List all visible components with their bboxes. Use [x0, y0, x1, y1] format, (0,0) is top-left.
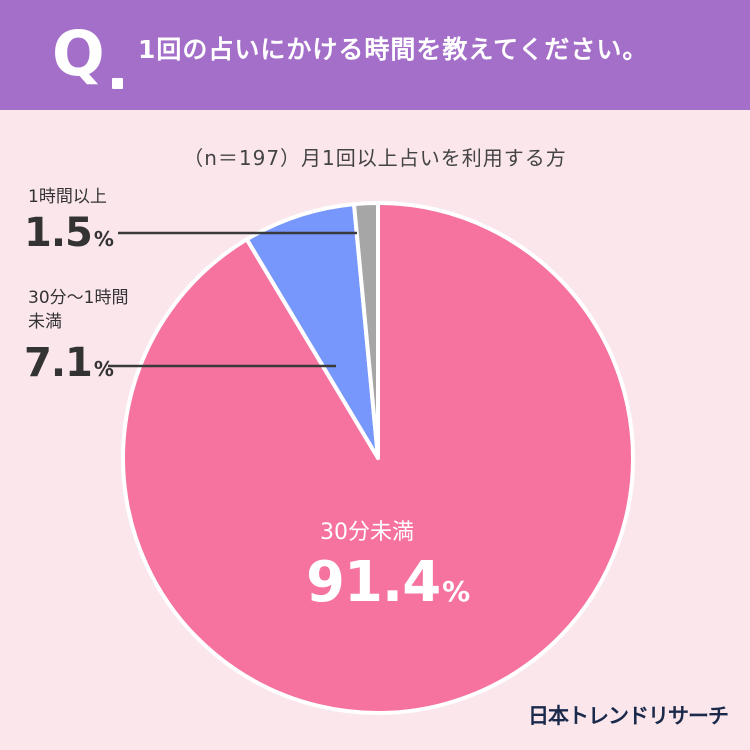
question-header: Q 1回の占いにかける時間を教えてください。: [0, 0, 750, 110]
sample-subtitle: （n＝197）月1回以上占いを利用する方: [183, 146, 567, 170]
question-title: 1回の占いにかける時間を教えてください。: [138, 35, 649, 64]
slice-value-over-1h-number: 1.5: [24, 210, 93, 256]
q-letter: Q: [52, 17, 105, 90]
slice-value-under-30m-unit: %: [442, 575, 470, 608]
slice-label-over-1h: 1時間以上: [28, 187, 107, 207]
slice-label-30m-1h-line1: 30分〜1時間: [28, 288, 129, 308]
q-dot: [112, 78, 123, 89]
slice-value-over-1h-unit: %: [93, 227, 114, 251]
slice-label-30m-1h-line2: 未満: [28, 312, 62, 332]
slice-30m-1h: [244, 202, 380, 460]
slice-over-1h: [352, 201, 380, 460]
slice-value-under-30m: 91.4%: [306, 550, 470, 615]
slice-value-over-1h: 1.5%: [24, 210, 114, 256]
slice-value-30m-1h: 7.1%: [24, 340, 114, 386]
slice-value-30m-1h-number: 7.1: [24, 340, 93, 386]
slice-label-under-30m: 30分未満: [320, 520, 414, 545]
slice-value-under-30m-number: 91.4: [306, 550, 441, 615]
slice-value-30m-1h-unit: %: [93, 357, 114, 381]
brand-logo: 日本トレンドリサーチ: [528, 704, 729, 728]
